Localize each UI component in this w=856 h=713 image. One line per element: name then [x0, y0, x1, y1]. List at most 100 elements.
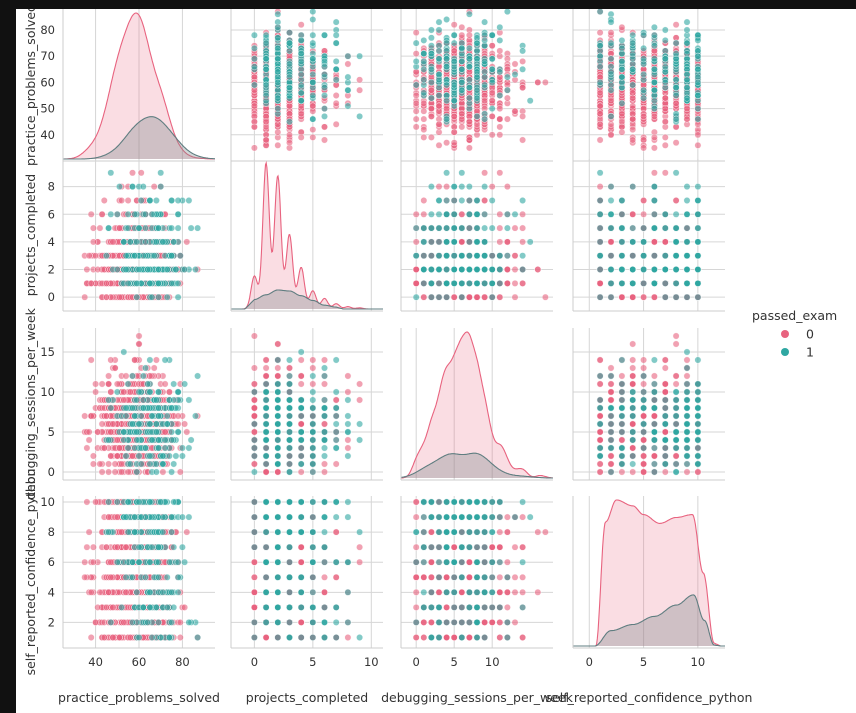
point-passed-1	[683, 76, 691, 84]
point-passed-0	[542, 79, 549, 86]
point-passed-1	[458, 79, 466, 86]
point-passed-0	[534, 79, 542, 86]
kde-line-class0	[231, 160, 383, 310]
point-passed-1	[262, 92, 270, 99]
point-passed-0	[412, 107, 420, 115]
point-passed-1	[356, 52, 363, 60]
point-passed-1	[672, 50, 680, 57]
point-passed-1	[321, 113, 328, 120]
point-passed-1	[427, 34, 435, 42]
point-passed-1	[465, 210, 473, 218]
point-passed-0	[81, 293, 89, 301]
point-passed-1	[321, 105, 328, 113]
point-passed-0	[488, 89, 496, 97]
point-passed-0	[496, 123, 504, 131]
point-passed-1	[465, 94, 473, 102]
point-passed-1	[168, 252, 176, 260]
point-passed-1	[262, 55, 270, 63]
point-passed-0	[129, 169, 136, 177]
point-passed-0	[85, 252, 93, 260]
point-passed-1	[274, 34, 282, 42]
point-passed-1	[683, 26, 691, 34]
point-passed-0	[465, 144, 473, 152]
point-passed-1	[640, 71, 647, 78]
point-passed-1	[443, 115, 450, 123]
point-passed-1	[473, 55, 481, 63]
point-passed-1	[124, 210, 132, 218]
y-tick-label: 80	[40, 23, 55, 37]
point-passed-1	[683, 39, 691, 47]
point-passed-1	[116, 183, 123, 191]
point-passed-1	[274, 44, 282, 52]
point-passed-0	[629, 126, 637, 134]
point-passed-1	[629, 31, 637, 39]
point-passed-0	[420, 99, 428, 107]
point-passed-1	[344, 52, 352, 60]
point-passed-1	[420, 224, 428, 232]
panel-practice_problems_solved-vs-debugging_sessions_per_week	[400, 9, 553, 162]
point-passed-1	[174, 279, 182, 287]
point-passed-0	[496, 115, 504, 123]
point-passed-1	[458, 44, 466, 52]
point-passed-1	[443, 81, 450, 89]
point-passed-1	[473, 197, 481, 204]
point-passed-1	[356, 113, 363, 120]
point-passed-1	[640, 31, 647, 39]
point-passed-1	[661, 36, 669, 44]
point-passed-0	[465, 31, 473, 39]
point-passed-1	[194, 224, 202, 232]
point-passed-1	[309, 92, 317, 99]
point-passed-1	[139, 252, 147, 260]
point-passed-0	[511, 279, 519, 287]
point-passed-1	[412, 293, 420, 301]
point-passed-1	[321, 63, 328, 71]
point-passed-1	[443, 55, 450, 63]
point-passed-1	[443, 97, 450, 105]
point-passed-1	[174, 293, 182, 301]
point-passed-1	[443, 39, 450, 47]
point-passed-1	[420, 58, 428, 65]
point-passed-1	[420, 36, 428, 44]
point-passed-1	[458, 169, 466, 177]
point-passed-0	[250, 102, 258, 110]
point-passed-0	[98, 210, 106, 218]
point-passed-1	[618, 73, 626, 81]
point-passed-1	[651, 65, 658, 73]
point-passed-1	[651, 31, 658, 39]
point-passed-1	[651, 79, 658, 86]
point-passed-1	[465, 63, 473, 71]
figure-canvas: 40 50 60 70 80 0 2 4 6 8 0 5 10 15 2 4 6 8 10 40 60 80 0 5 10 0 5 1…	[16, 9, 856, 713]
point-passed-1	[157, 183, 165, 191]
point-passed-0	[458, 210, 466, 218]
point-passed-1	[596, 63, 604, 71]
point-passed-0	[596, 110, 604, 118]
point-passed-1	[163, 266, 171, 273]
kde-line-class1	[63, 116, 215, 160]
point-passed-1	[420, 50, 428, 57]
point-passed-1	[262, 65, 270, 73]
point-passed-1	[297, 71, 305, 78]
point-passed-1	[321, 92, 328, 99]
point-passed-1	[286, 94, 293, 102]
point-passed-0	[651, 113, 658, 120]
point-passed-0	[458, 238, 466, 246]
panel-plot-area	[401, 9, 553, 161]
point-passed-1	[435, 210, 443, 218]
panel-plot-area	[231, 9, 383, 161]
point-passed-1	[607, 55, 615, 63]
point-passed-0	[83, 266, 91, 273]
point-passed-1	[651, 105, 658, 113]
point-passed-1	[672, 92, 680, 99]
point-passed-1	[344, 73, 352, 81]
point-passed-0	[87, 210, 95, 218]
point-passed-0	[651, 133, 658, 141]
point-passed-1	[344, 86, 352, 94]
point-passed-1	[155, 224, 162, 232]
point-passed-0	[496, 238, 504, 246]
point-passed-0	[458, 110, 466, 118]
point-passed-0	[496, 224, 504, 232]
y-tick-label: 70	[40, 49, 55, 63]
point-passed-1	[519, 47, 526, 55]
point-passed-1	[174, 224, 182, 232]
